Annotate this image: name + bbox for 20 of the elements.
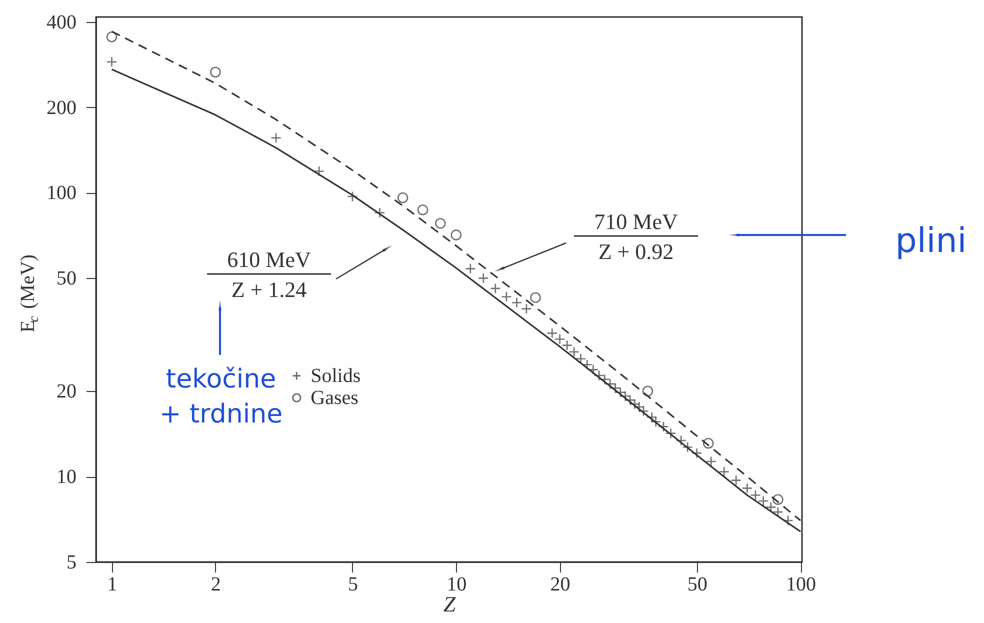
x-tick-label: 1 [107, 574, 118, 596]
y-tick-label: 100 [46, 182, 76, 204]
y-tick-label: 200 [46, 96, 76, 119]
y-tick-label: 400 [46, 11, 76, 34]
x-tick-label: 100 [786, 574, 816, 596]
y-axis-title: Ec (MeV) [17, 254, 42, 333]
y-tick-label: 20 [56, 380, 76, 403]
x-tick-label: 2 [210, 574, 221, 596]
y-tick-label: 50 [56, 268, 76, 290]
y-tick-label: 5 [66, 552, 76, 574]
text: plini [895, 221, 967, 261]
annotation: 610 MeV Z + 1.24 [227, 247, 311, 302]
x-tick-label: 20 [550, 574, 570, 596]
y-tick-label: 10 [56, 466, 76, 488]
x-tick-label: 5 [348, 574, 358, 596]
annotation: tekočine + trdnine [159, 364, 283, 430]
legend-label: Solids [310, 364, 361, 387]
legend-label: Gases [310, 386, 359, 409]
x-tick-label: 50 [687, 574, 708, 596]
annotation: 710 MeV Z + 0.92 [594, 209, 678, 264]
